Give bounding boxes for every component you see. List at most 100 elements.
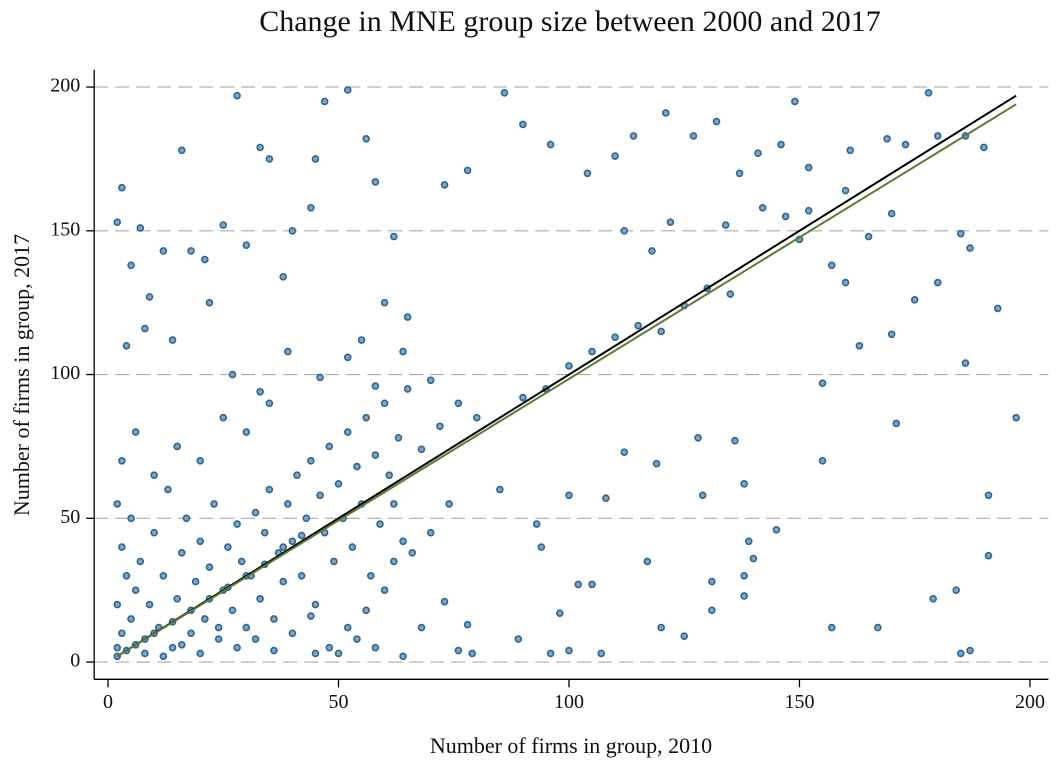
scatter-point	[408, 548, 417, 557]
scatter-point	[652, 459, 661, 468]
scatter-point	[984, 491, 993, 500]
scatter-point	[265, 155, 274, 163]
scatter-point	[841, 278, 850, 287]
scatter-point	[279, 577, 287, 586]
scatter-point	[744, 537, 753, 546]
scatter-point	[118, 183, 126, 192]
scatter-point	[749, 554, 758, 563]
scatter-point	[325, 643, 334, 652]
scatter-point	[791, 97, 799, 106]
scatter-point	[371, 178, 380, 186]
y-tick-label: 0	[70, 650, 80, 672]
scatter-point	[343, 353, 352, 362]
scatter-point	[256, 387, 264, 396]
x-axis-label: Number of firms in group, 2010	[430, 733, 712, 758]
line	[116, 103, 1017, 658]
scatter-point	[648, 247, 656, 255]
scatter-point	[131, 428, 140, 436]
scatter-point	[311, 649, 320, 658]
scatter-point	[689, 132, 698, 140]
scatter-point	[228, 606, 237, 615]
scatter-point	[394, 433, 403, 442]
scatter-point	[892, 419, 901, 428]
scatter-point	[454, 399, 463, 408]
scatter-point	[961, 359, 970, 367]
scatter-point	[113, 500, 122, 508]
scatter-point	[984, 551, 993, 560]
scatter-point	[514, 635, 523, 643]
scatter-point	[284, 347, 292, 356]
scatter-point	[357, 336, 366, 344]
scatter-point	[150, 471, 158, 479]
scatter-point	[380, 399, 389, 408]
scatter-point	[818, 456, 827, 465]
scatter-point	[177, 146, 186, 155]
scatter-point	[145, 293, 154, 301]
scatter-point	[279, 543, 287, 551]
scatter-point	[657, 327, 665, 336]
scatter-point	[168, 643, 177, 652]
scatter-point	[118, 629, 126, 638]
scatter-point	[546, 140, 555, 149]
scatter-point	[307, 456, 315, 465]
scatter-point	[772, 525, 781, 534]
scatter-point	[661, 109, 670, 117]
scatter-point	[288, 629, 297, 638]
scatter-point	[597, 649, 606, 658]
scatter-point	[440, 597, 449, 606]
scatter-point	[602, 494, 610, 502]
scatter-point	[288, 227, 297, 235]
scatter-point	[159, 247, 168, 255]
scatter-point	[818, 379, 827, 387]
scatter-point	[191, 577, 200, 586]
scatter-point	[417, 445, 426, 454]
scatter-point	[118, 456, 126, 465]
scatter-point	[201, 615, 209, 623]
scatter-point	[334, 479, 343, 488]
scatter-point	[643, 557, 652, 566]
scatter-point	[177, 640, 186, 649]
scatter-point	[187, 247, 195, 255]
scatter-point	[399, 347, 407, 356]
scatter-point	[196, 649, 205, 658]
scatter-point	[113, 600, 122, 609]
y-tick-label: 50	[60, 506, 80, 528]
x-tick-label: 200	[1015, 691, 1045, 713]
scatter-point	[113, 218, 122, 226]
chart-title: Change in MNE group size between 2000 an…	[259, 5, 881, 38]
scatter-point	[131, 586, 140, 594]
scatter-point	[242, 241, 251, 249]
scatter-point	[343, 623, 352, 632]
scatter-point	[555, 609, 564, 617]
scatter-point	[353, 462, 361, 471]
scatter-point	[380, 586, 389, 594]
scatter-point	[127, 261, 135, 270]
scatter-point	[980, 143, 988, 152]
scatter-point	[159, 571, 168, 580]
scatter-point	[777, 140, 785, 149]
scatter-point	[362, 135, 370, 143]
scatter-point	[256, 594, 264, 603]
scatter-point	[205, 298, 214, 307]
scatter-point	[864, 232, 873, 241]
scatter-point	[403, 313, 412, 321]
scatter-point	[293, 471, 301, 479]
x-tick-label: 0	[103, 691, 113, 713]
scatter-point	[279, 272, 287, 281]
scatter-point	[468, 649, 476, 658]
scatter-point	[302, 514, 311, 523]
scatter-point	[173, 594, 181, 603]
scatter-point	[910, 295, 919, 304]
scatter-point	[348, 543, 357, 551]
scatter-point	[265, 399, 274, 408]
scatter-point	[933, 132, 942, 140]
scatter-point	[122, 341, 131, 350]
scatter-point	[666, 218, 675, 226]
x-tick-label: 100	[554, 691, 584, 713]
scatter-point	[325, 442, 334, 451]
scatter-point	[721, 221, 730, 229]
scatter-point	[228, 370, 237, 379]
scatter-point	[371, 451, 380, 459]
scatter-point	[657, 623, 665, 632]
scatter-point	[588, 580, 596, 589]
